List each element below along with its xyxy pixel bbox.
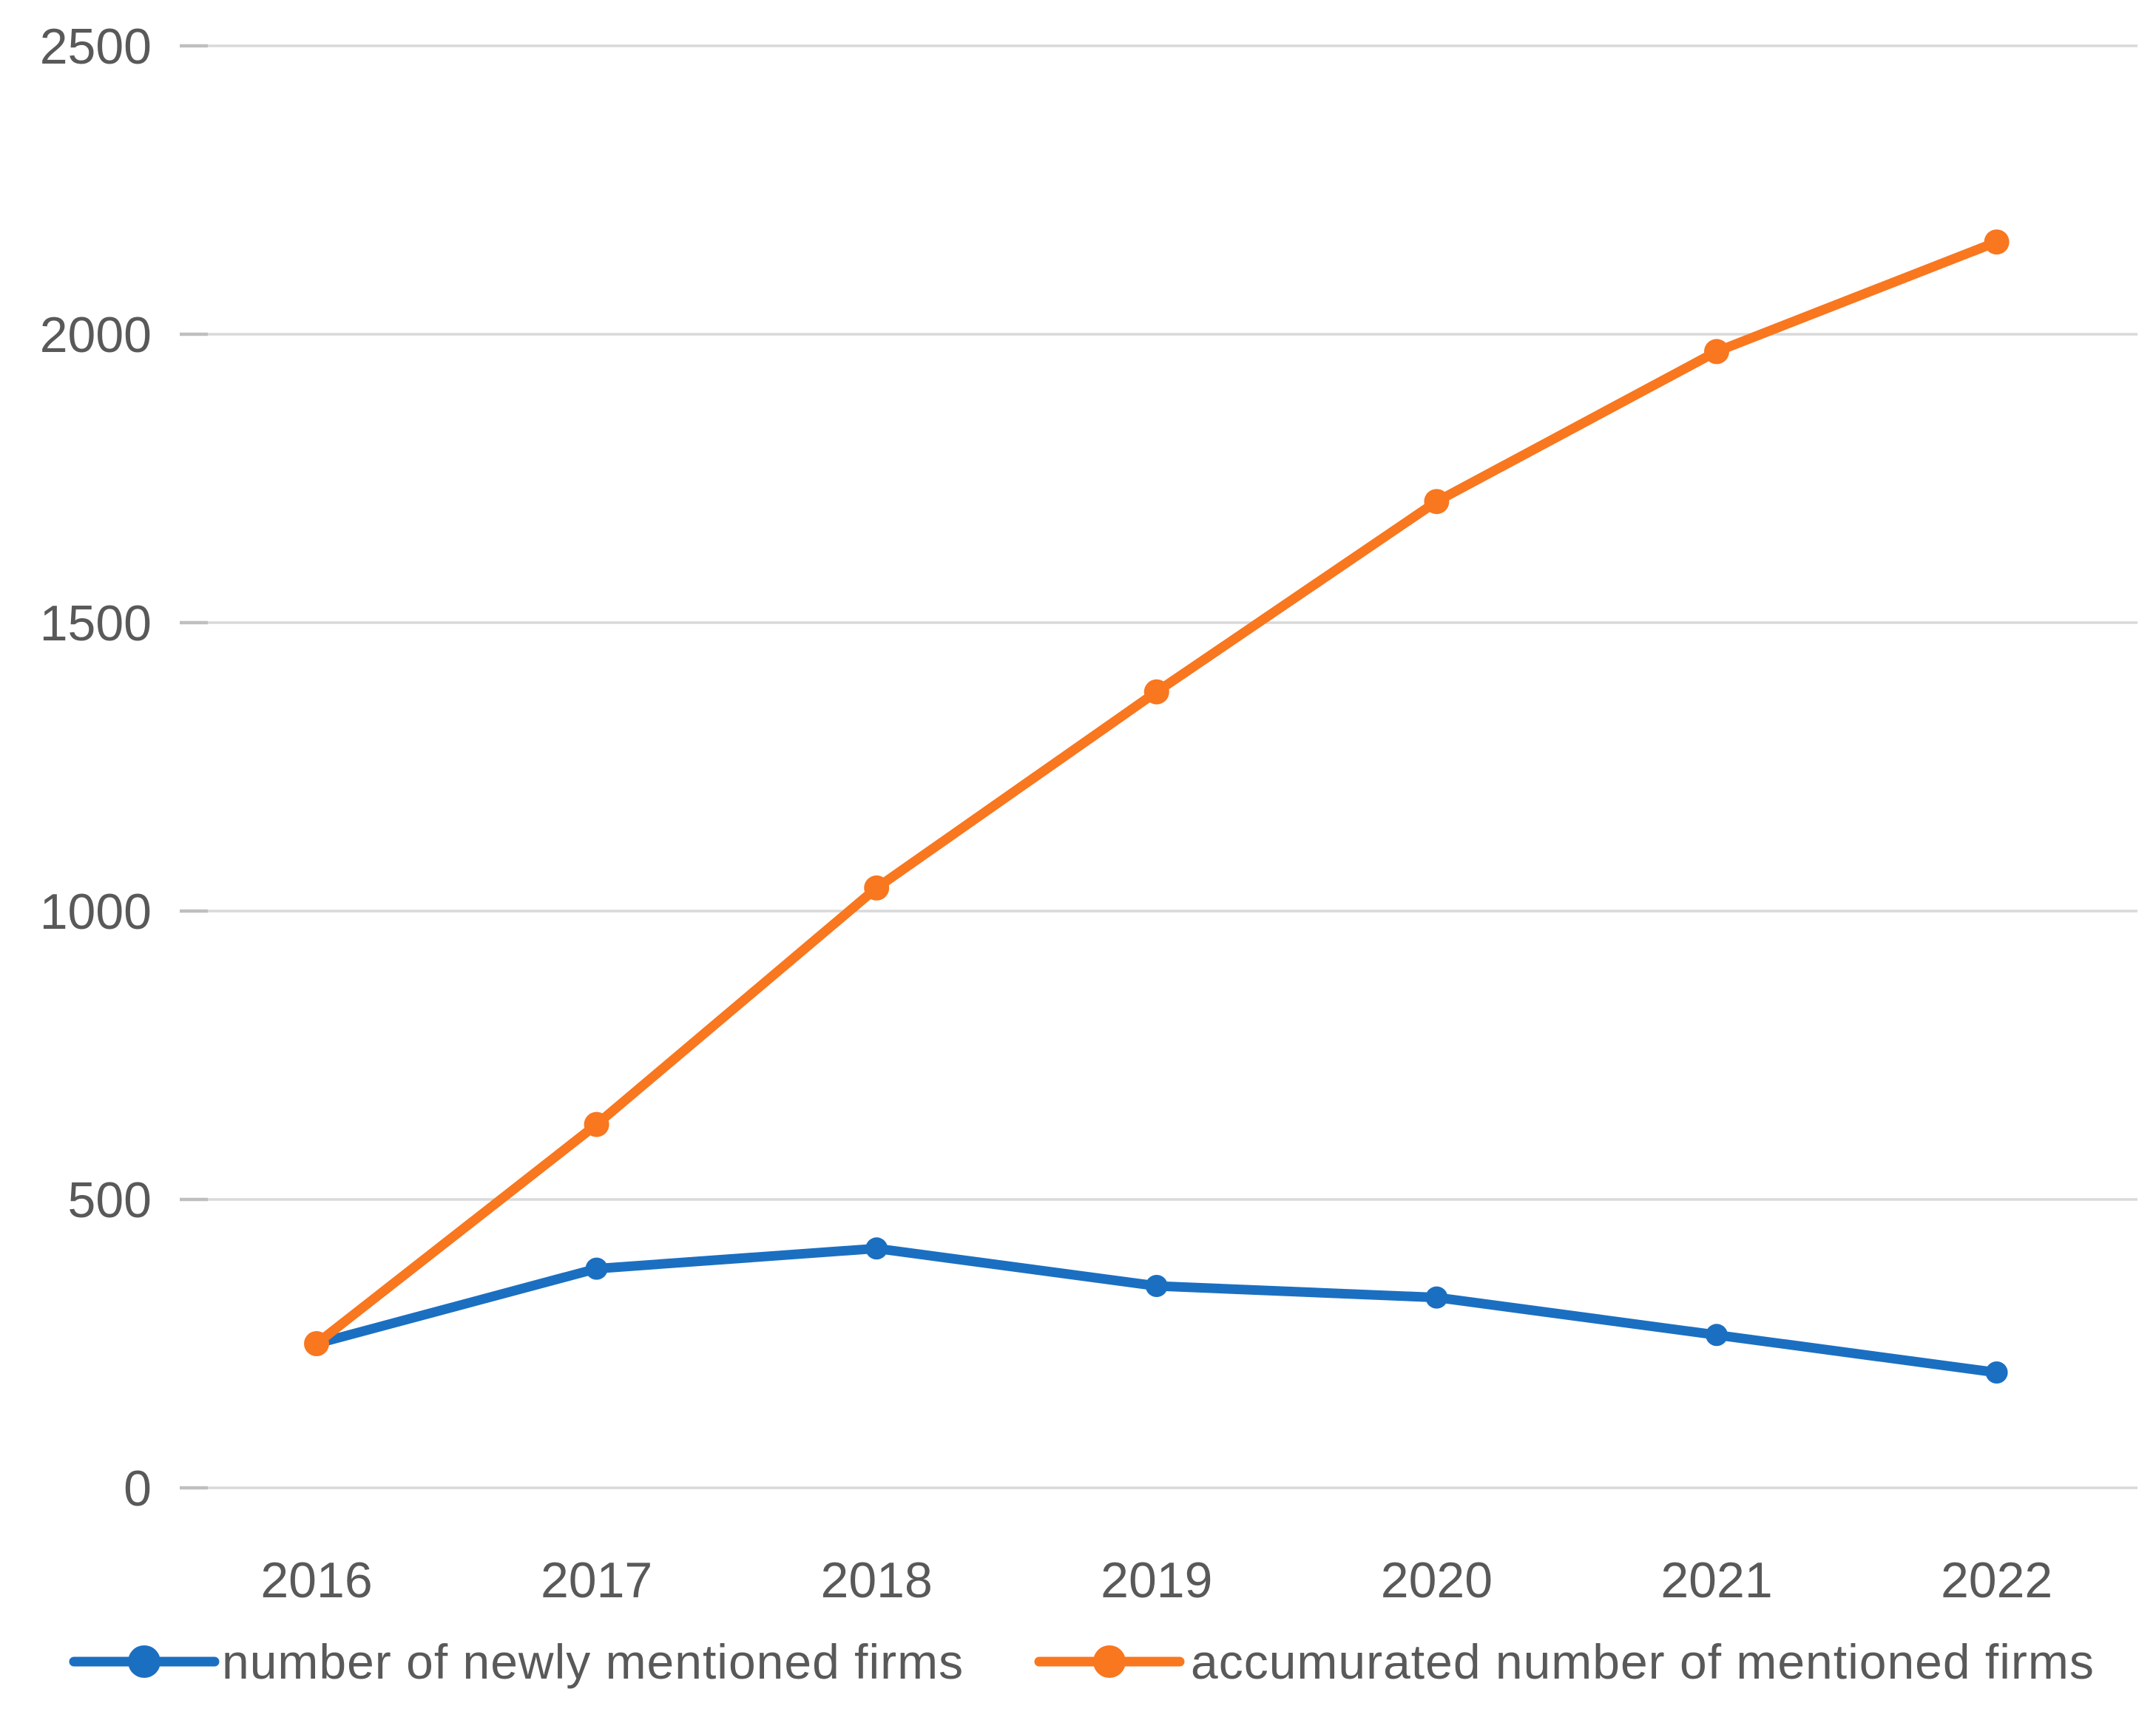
legend-dot-icon (128, 1645, 160, 1678)
y-axis-label-0: 0 (124, 1460, 152, 1517)
y-axis-label-2000: 2000 (40, 307, 152, 363)
data-point-accumulated-2016 (304, 1331, 329, 1356)
series-line-accumulated (311, 237, 2002, 1349)
x-axis-label-2020: 2020 (1381, 1552, 1493, 1608)
data-point-newly-mentioned-2022 (1985, 1361, 2008, 1384)
data-point-newly-mentioned-2018 (865, 1237, 888, 1260)
data-point-newly-mentioned-2020 (1425, 1286, 1448, 1309)
series-group (304, 229, 2010, 1384)
legend-marker-accumulated (1034, 1645, 1185, 1678)
y-axis-label-1500: 1500 (40, 595, 152, 651)
legend: number of newly mentioned firms accumura… (69, 1634, 2095, 1689)
data-point-accumulated-2018 (864, 875, 890, 901)
y-axis-label-2500: 2500 (40, 18, 152, 75)
data-point-newly-mentioned-2021 (1706, 1324, 1728, 1347)
data-point-accumulated-2017 (584, 1111, 609, 1137)
y-axis-label-500: 500 (68, 1172, 152, 1228)
data-point-accumulated-2020 (1424, 489, 1450, 515)
data-point-newly-mentioned-2019 (1145, 1275, 1168, 1297)
x-axis-label-2021: 2021 (1660, 1552, 1772, 1608)
series-accumulated (304, 229, 2010, 1356)
series-line-newly-mentioned (311, 1243, 2002, 1378)
y-axis-label-1000: 1000 (40, 884, 152, 940)
x-axis-label-2022: 2022 (1941, 1552, 2052, 1608)
data-point-accumulated-2019 (1143, 679, 1169, 705)
x-axis-label-2017: 2017 (541, 1552, 652, 1608)
data-point-newly-mentioned-2017 (585, 1257, 608, 1280)
legend-marker-newly-mentioned (69, 1645, 220, 1678)
x-axis-label-2016: 2016 (260, 1552, 372, 1608)
x-axis-label-2018: 2018 (821, 1552, 933, 1608)
data-point-accumulated-2021 (1704, 339, 1729, 365)
series-newly-mentioned (305, 1237, 2008, 1384)
legend-label-newly-mentioned: number of newly mentioned firms (222, 1634, 964, 1689)
x-axis-label-2019: 2019 (1101, 1552, 1212, 1608)
x-axis-labels-group: 2016 2017 2018 2019 2020 2021 2022 (260, 1552, 2052, 1608)
legend-dot-icon (1093, 1645, 1126, 1678)
y-axis-labels-group: 0 500 1000 1500 2000 2500 (40, 18, 152, 1517)
legend-label-accumulated: accumurated number of mentioned firms (1191, 1634, 2095, 1689)
data-point-accumulated-2022 (1984, 229, 2010, 255)
gridlines-group (180, 44, 2138, 1490)
